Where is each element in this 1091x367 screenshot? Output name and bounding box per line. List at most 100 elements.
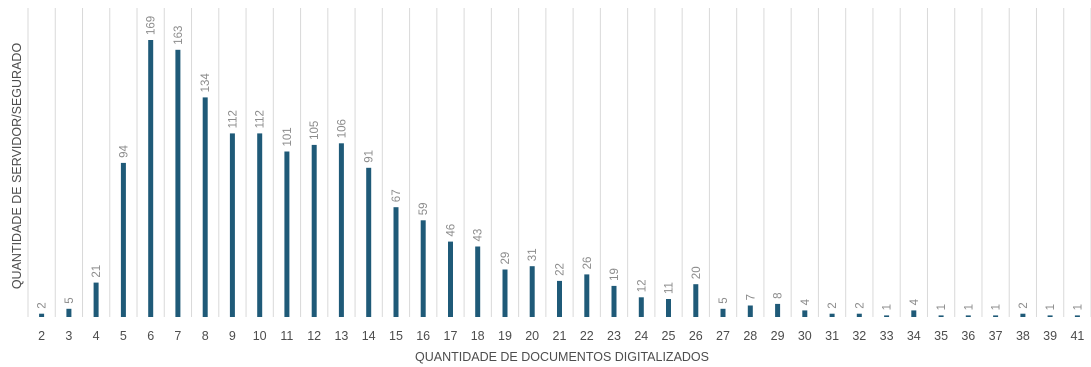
x-tick-25: 25 [662, 329, 676, 343]
bar-39 [1047, 315, 1053, 317]
x-tick-5: 5 [120, 329, 127, 343]
data-label-8: 134 [200, 73, 212, 93]
x-tick-22: 22 [580, 329, 594, 343]
bar-31 [829, 313, 835, 317]
data-label-39: 1 [1045, 304, 1057, 310]
bar-16 [420, 220, 426, 317]
x-tick-11: 11 [280, 329, 293, 343]
x-tick-4: 4 [93, 329, 100, 343]
bar-20 [529, 266, 535, 317]
x-tick-17: 17 [444, 329, 458, 343]
data-label-16: 59 [418, 203, 430, 216]
x-tick-39: 39 [1043, 329, 1057, 343]
bar-6 [148, 40, 154, 317]
x-tick-21: 21 [553, 329, 567, 343]
bar-13 [338, 143, 344, 317]
bar-27 [720, 308, 726, 317]
bars [39, 40, 1080, 318]
data-label-35: 1 [936, 304, 948, 310]
data-label-2: 2 [37, 302, 49, 308]
bar-9 [229, 133, 235, 317]
x-tick-24: 24 [634, 329, 648, 343]
data-label-4: 21 [91, 265, 103, 278]
data-label-37: 1 [991, 304, 1003, 310]
bar-37 [993, 315, 999, 317]
bar-5 [120, 162, 126, 317]
x-tick-labels: 2 3 4 5 6 7 8 9 10 11 12 13 14 15 16 17 18 19 20 21 22 23 24 25… [38, 329, 1084, 343]
data-label-26: 20 [691, 266, 703, 279]
data-label-23: 19 [609, 268, 621, 281]
x-tick-35: 35 [934, 329, 948, 343]
bar-23 [611, 285, 617, 317]
bar-17 [448, 241, 453, 317]
bar-4 [93, 282, 99, 317]
data-label-38: 2 [1018, 302, 1030, 308]
x-tick-10: 10 [253, 329, 267, 343]
bar-3 [66, 308, 72, 317]
bar-15 [393, 207, 399, 317]
data-label-17: 46 [446, 224, 458, 237]
data-label-19: 29 [500, 252, 512, 265]
x-tick-36: 36 [961, 329, 975, 343]
bar-33 [884, 315, 890, 317]
data-label-31: 2 [827, 302, 839, 308]
bar-7 [175, 49, 181, 318]
x-tick-8: 8 [202, 329, 209, 343]
x-tick-6: 6 [147, 329, 154, 343]
x-tick-3: 3 [65, 329, 72, 343]
bar-32 [856, 313, 862, 317]
data-label-25: 11 [664, 282, 676, 294]
x-tick-27: 27 [716, 329, 730, 343]
bar-36 [965, 315, 971, 317]
x-tick-41: 41 [1070, 329, 1084, 343]
x-tick-37: 37 [989, 329, 1003, 343]
x-tick-20: 20 [525, 329, 539, 343]
data-label-5: 94 [118, 145, 130, 158]
x-tick-26: 26 [689, 329, 703, 343]
data-label-14: 91 [364, 150, 376, 163]
x-tick-16: 16 [416, 329, 430, 343]
data-label-22: 26 [582, 257, 594, 270]
data-label-7: 163 [173, 26, 185, 45]
bar-26 [693, 284, 699, 317]
data-label-34: 4 [909, 298, 921, 305]
x-tick-13: 13 [334, 329, 348, 343]
data-label-10: 112 [255, 110, 267, 128]
x-tick-7: 7 [174, 329, 181, 343]
x-tick-34: 34 [907, 329, 921, 343]
data-label-24: 12 [636, 280, 648, 293]
data-label-29: 8 [773, 292, 785, 298]
bar-2 [39, 313, 45, 317]
data-label-30: 4 [800, 298, 812, 305]
x-tick-30: 30 [798, 329, 812, 343]
data-label-12: 105 [309, 121, 321, 140]
x-axis-title: QUANTIDADE DE DOCUMENTOS DIGITALIZADOS [415, 350, 709, 364]
x-tick-23: 23 [607, 329, 621, 343]
data-label-27: 5 [718, 297, 730, 303]
bar-12 [311, 144, 317, 317]
bar-11 [284, 151, 290, 317]
x-tick-38: 38 [1016, 329, 1030, 343]
data-label-11: 101 [282, 127, 294, 146]
bar-8 [202, 97, 208, 318]
x-tick-32: 32 [852, 329, 866, 343]
data-label-41: 1 [1072, 304, 1084, 310]
bar-21 [557, 280, 562, 317]
x-tick-18: 18 [471, 329, 485, 343]
data-label-3: 5 [64, 297, 76, 303]
data-label-9: 112 [227, 110, 239, 128]
x-tick-2: 2 [38, 329, 45, 343]
data-label-13: 106 [336, 119, 348, 138]
data-label-20: 31 [527, 248, 539, 261]
x-tick-31: 31 [825, 329, 839, 343]
x-tick-19: 19 [498, 329, 512, 343]
x-tick-29: 29 [771, 329, 785, 343]
bar-14 [366, 167, 372, 317]
x-tick-14: 14 [362, 329, 376, 343]
bar-10 [257, 133, 263, 317]
bar-30 [802, 310, 808, 317]
bar-35 [938, 315, 944, 317]
data-label-15: 67 [391, 189, 403, 202]
